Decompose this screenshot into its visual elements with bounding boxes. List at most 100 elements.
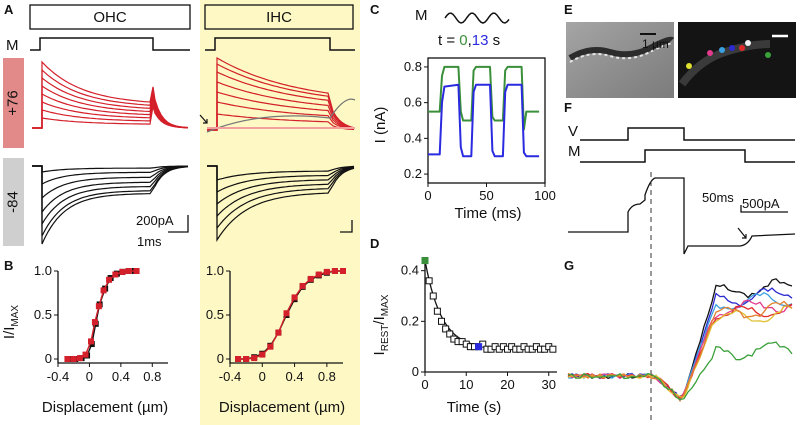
c-frame [427,57,546,184]
g-trace [567,299,793,400]
b-xtick-label: 0.4 [286,369,304,384]
e-dot-cyan [719,47,725,53]
b-point [77,355,83,362]
f-v-label: V [568,123,578,140]
b-ytick-label: 0.5 [34,307,52,322]
b-ytick-label: 0 [45,351,52,366]
a-trace [32,106,189,129]
c-legend-t0: 0 [459,32,467,49]
b-xtick-label: 0.8 [143,369,161,384]
b-point [340,268,346,274]
scale-bar-a [168,215,189,233]
d-axes [424,258,557,373]
b-xtick-label: 0 [86,369,93,384]
b-point [259,351,266,358]
e-bundle [568,36,675,61]
b-point [283,310,290,317]
b-point [91,319,98,326]
b-point [299,282,306,289]
b-xtick-label: -0.4 [47,369,69,384]
v-neg-bar [3,158,24,246]
f-m-trace [580,149,795,163]
b-ihc-xlabel: Displacement (µm) [219,399,345,416]
c-ytick-label: 0.4 [404,130,422,145]
panel-label-g: G [564,258,574,273]
b-point [125,268,132,274]
c-legend: t = 0,13 s [438,32,500,49]
a-trace [207,165,355,181]
chart-g-traces [567,278,793,402]
b-point [243,356,250,362]
e-dot-red [739,45,745,51]
e-bundle-stereocilia [569,42,673,63]
b-ohc-xlabel: Displacement (µm) [42,399,168,416]
a-trace [207,165,355,193]
b-fit--84 [69,270,135,360]
b-point [251,355,258,362]
panel-label-f: F [564,100,572,115]
d-ylabel-mid: /I [371,316,388,324]
b-point [331,268,338,274]
d-xtick-label: 20 [500,377,514,392]
c-legend-t1: 13 [472,32,489,49]
e-fluor-bundle [678,40,771,87]
d-ylabel-sub1: REST [380,325,391,352]
b-point [64,356,71,362]
c-legend-unit: s [488,32,500,49]
c-ytick-label: 0.2 [404,166,422,181]
c-series-line [428,83,540,158]
b-point [112,271,119,278]
stim-trace-ohc [30,37,190,51]
panel-label-a: A [4,2,14,17]
a-trace [32,165,189,214]
b-xtick-label: 0.8 [318,369,336,384]
b-ytick-label: 1.0 [206,263,224,278]
c-legend-sep: , [468,32,472,49]
b-ylabel-sub: MAX [10,305,21,327]
d-ytick-label: 0.2 [401,313,419,328]
d-xtick-label: 10 [459,377,473,392]
e-dot-white [745,40,751,46]
b-point [323,268,330,275]
d-point [442,325,450,333]
g-trace [567,300,793,402]
d-xlabel: Time (s) [447,399,501,416]
stim-label-a: M [6,37,19,54]
d-point [549,345,557,353]
a-trace [207,165,355,218]
d-xtick-label: 0 [421,377,428,392]
g-trace [567,287,793,402]
g-trace [567,278,793,398]
panel-label-d: D [370,236,379,251]
b-ytick-label: 0.5 [206,307,224,322]
b-point [291,294,298,301]
b-point [95,303,102,310]
d-ytick-label: 0.4 [401,263,419,278]
b-ylabel-main: I/I [1,327,18,340]
ihc-red-traces [206,56,356,133]
v-neg-label: -84 [4,191,21,213]
b-point [235,356,242,362]
f-current-trace [568,177,796,255]
ohc-title-box [29,4,191,30]
d-ylabel-main: I [371,351,388,355]
ihc-title-box [204,4,354,30]
g-trace [567,291,793,401]
a-trace [207,81,355,131]
a-trace [32,165,188,185]
a-trace [32,165,189,245]
c-legend-prefix: t = [438,32,459,49]
scale-current-a: 200pA [136,213,174,228]
a-trace [32,165,189,227]
chart-b-ohc: -0.4 0 0.4 0.8 0 0.5 1.0 [34,263,168,384]
a-trace [32,103,189,129]
d-highlight-point [421,257,429,265]
a-trace [32,165,189,237]
g-trace [567,303,793,399]
ohc-black-traces [32,165,189,245]
panel-label-b: B [4,258,13,273]
e-dot-blue [729,45,735,51]
c-ytick-label: 0.6 [404,95,422,110]
a-trace [32,165,189,200]
b-point [133,268,140,274]
